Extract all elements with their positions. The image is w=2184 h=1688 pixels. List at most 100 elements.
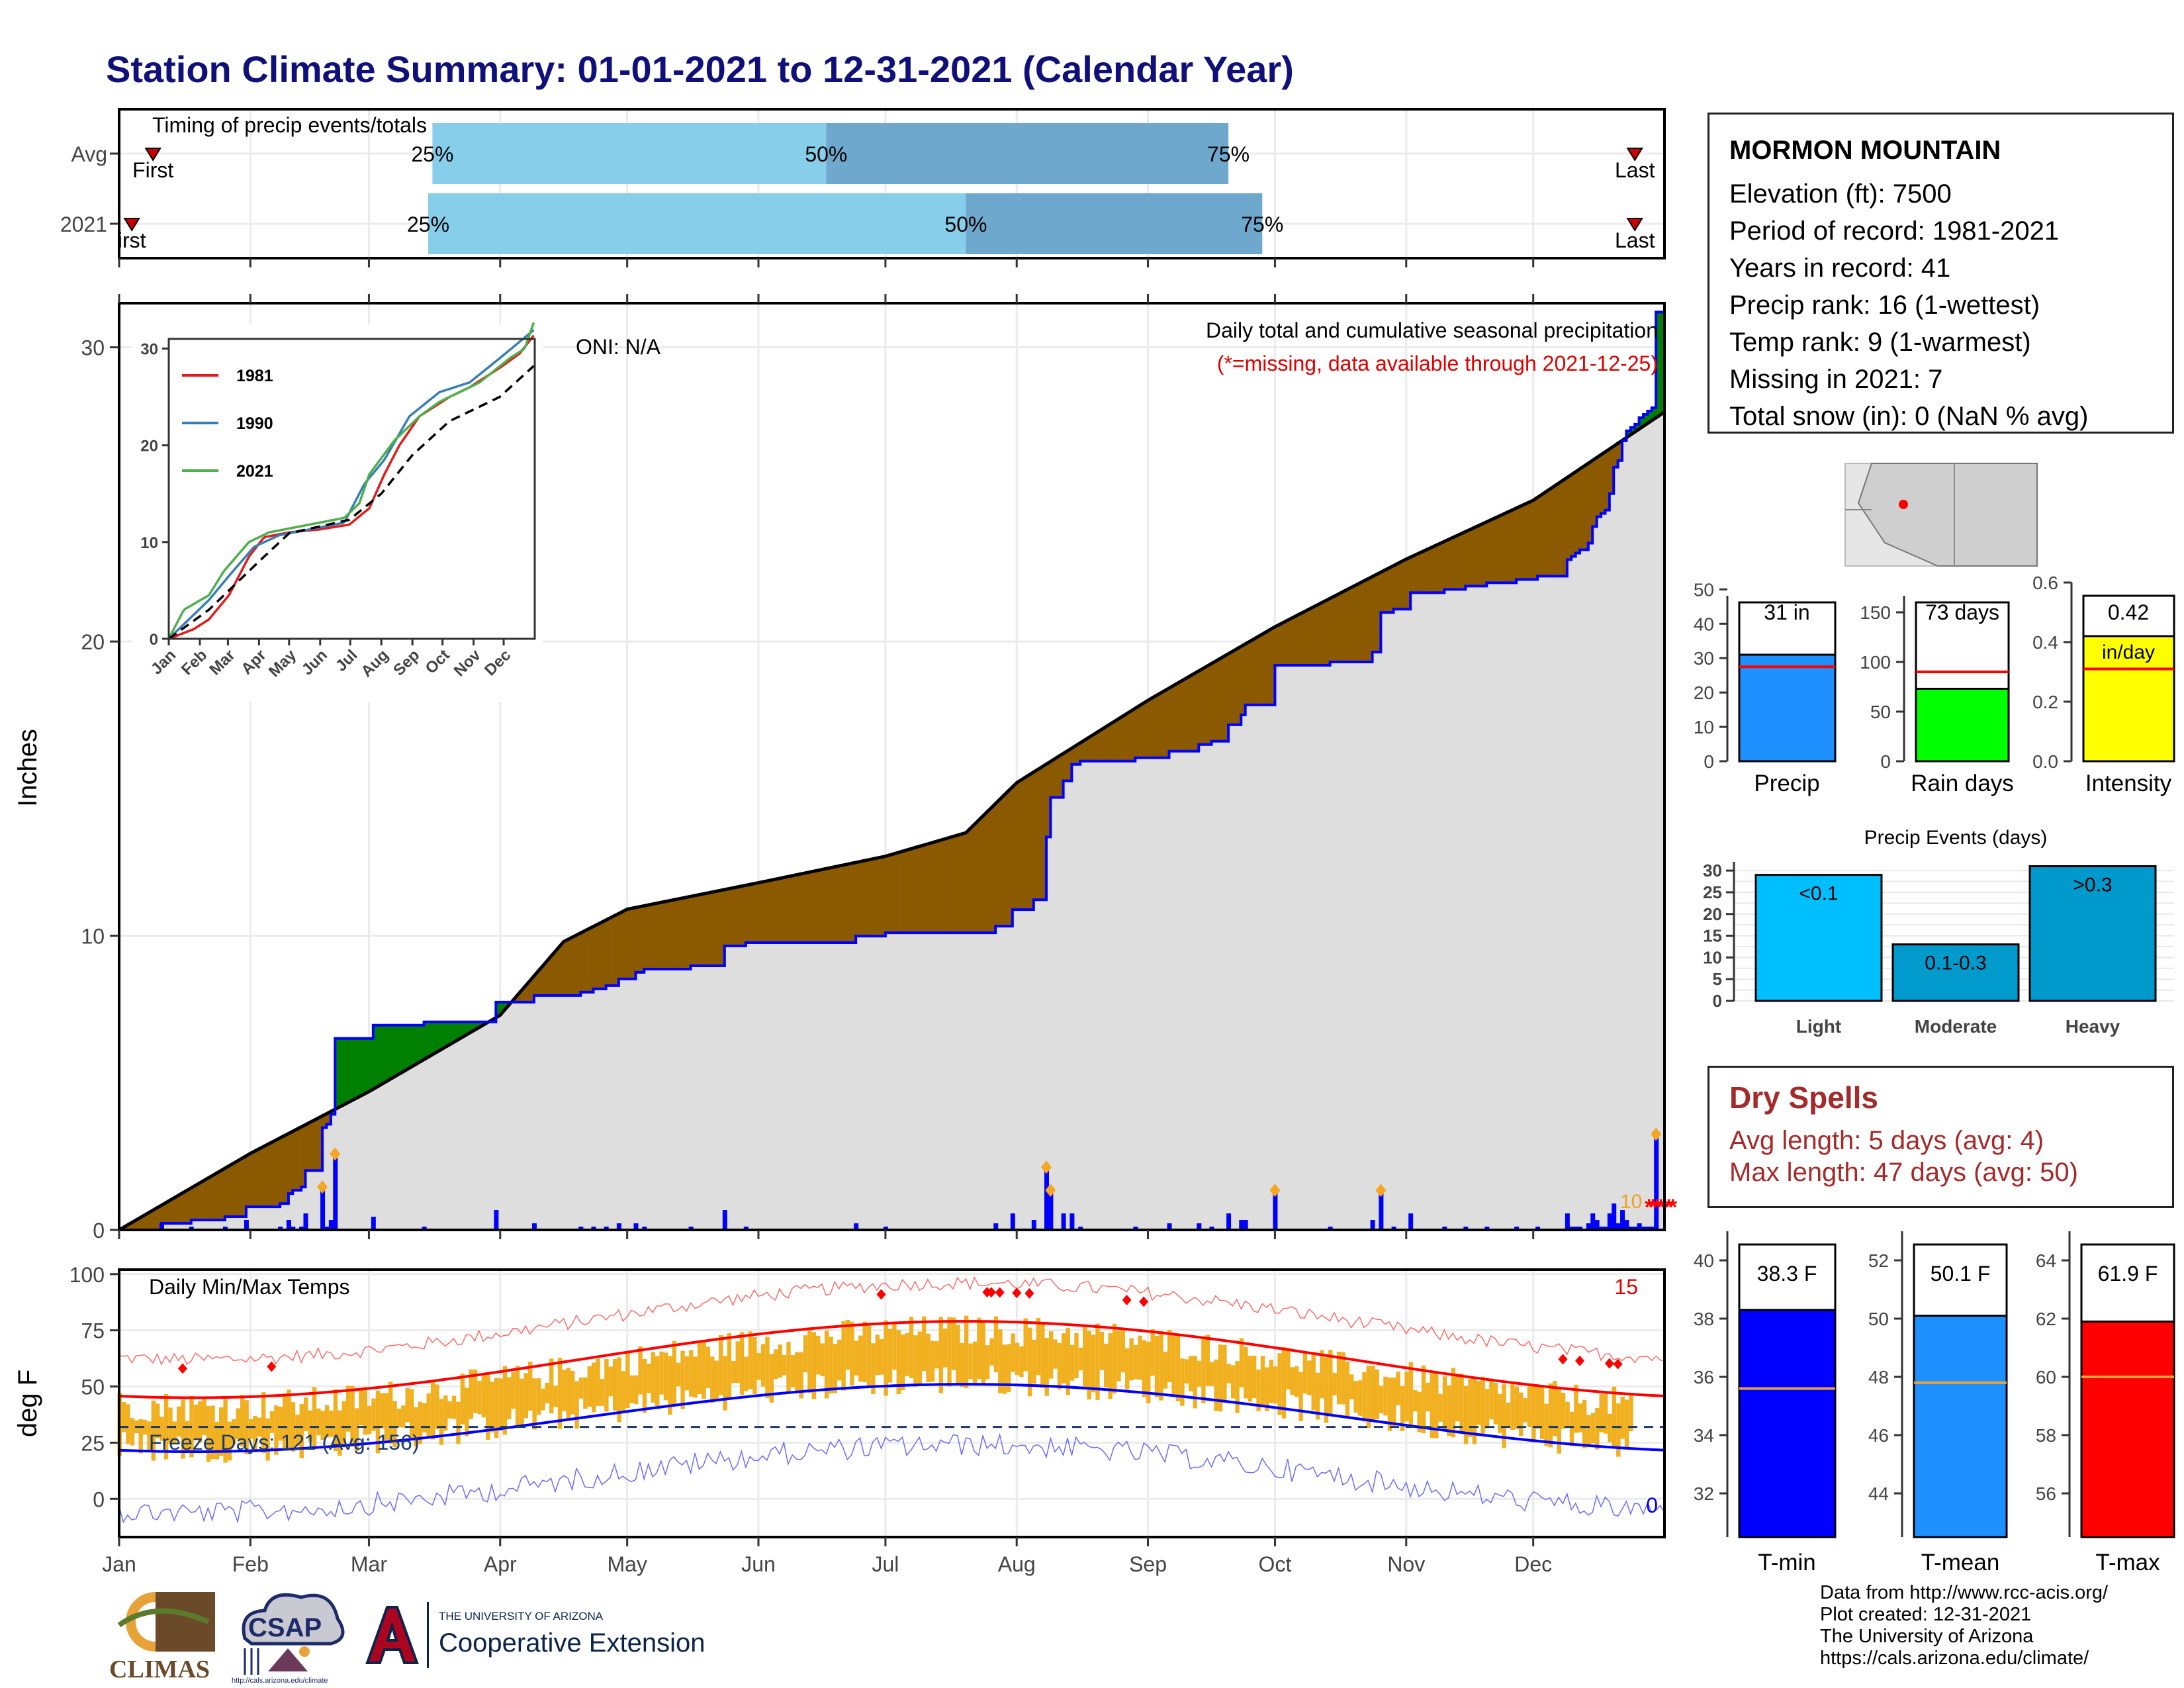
daily-temp-range-bar	[1006, 1344, 1011, 1393]
cumulative-departure-area	[1190, 673, 1195, 751]
record-high-count: 15	[1614, 1275, 1638, 1299]
daily-temp-range-bar	[498, 1378, 503, 1431]
record-high-marker	[1024, 1288, 1034, 1299]
cumulative-departure-area	[1516, 506, 1521, 580]
daily-temp-range-bar	[439, 1399, 444, 1445]
timing-bar-25-50	[432, 123, 827, 184]
daily-temp-range-bar	[807, 1330, 812, 1393]
station-line: Years in record: 41	[1729, 254, 1951, 283]
daily-temp-range-bar	[1383, 1376, 1388, 1416]
cumulative-departure-area	[1596, 454, 1602, 517]
cumulative-departure-area	[1381, 569, 1386, 613]
daily-temp-range-bar	[1074, 1333, 1079, 1379]
precip-summary-y-tick-label: 30	[1694, 648, 1714, 669]
daily-precip-bar	[299, 1227, 304, 1230]
daily-temp-range-bar	[320, 1411, 325, 1440]
cumulative-departure-area	[246, 1153, 251, 1207]
daily-temp-range-bar	[409, 1389, 414, 1438]
cumulative-departure-area	[555, 946, 560, 996]
daily-precip-bar	[1197, 1223, 1202, 1230]
daily-temp-range-bar	[1357, 1380, 1363, 1416]
cumulative-departure-area	[1545, 489, 1551, 577]
daily-temp-range-bar	[1286, 1348, 1291, 1390]
daily-temp-range-bar	[752, 1336, 757, 1395]
cumulative-departure-area	[906, 848, 911, 933]
cumulative-departure-area	[1554, 483, 1559, 577]
csap-cloud-icon	[242, 1593, 345, 1675]
daily-precip-bar	[1243, 1220, 1248, 1230]
cumulative-departure-area	[1321, 600, 1326, 666]
month-label: Mar	[351, 1552, 387, 1576]
cumulative-departure-area	[957, 833, 962, 933]
cumulative-departure-area	[1135, 705, 1140, 758]
cumulative-departure-area	[1584, 463, 1589, 550]
inset-y-tick-label: 0	[150, 631, 158, 649]
daily-precip-bar	[1578, 1227, 1583, 1230]
daily-temp-range-bar	[557, 1358, 563, 1429]
dry-spells-box: Dry Spells Avg length: 5 days (avg: 4) M…	[1707, 1066, 2174, 1208]
daily-temp-range-bar	[909, 1317, 914, 1378]
daily-temp-range-bar	[1265, 1367, 1269, 1411]
cumulative-departure-area	[203, 1178, 208, 1221]
daily-precip-bar	[1328, 1227, 1333, 1230]
daily-temp-range-bar	[850, 1321, 854, 1385]
station-line: Total snow (in): 0 (NaN % avg)	[1729, 402, 2089, 431]
month-label: Oct	[1259, 1552, 1292, 1576]
cumulative-departure-area	[678, 898, 683, 970]
month-label: Sep	[1129, 1552, 1167, 1576]
record-low-line	[118, 1432, 1665, 1524]
daily-temp-range-bar	[1565, 1401, 1570, 1429]
daily-temp-range-bar	[811, 1332, 817, 1399]
precip-summary-value-label: 31 in	[1764, 600, 1809, 624]
cumulative-departure-area	[851, 862, 856, 943]
record-high-marker	[1558, 1354, 1568, 1365]
daily-temp-range-bar	[392, 1401, 397, 1448]
daily-temp-range-bar	[443, 1395, 448, 1431]
temp-y-axis-label: deg F	[13, 1370, 42, 1437]
cumulative-departure-area	[584, 928, 590, 993]
cumulative-departure-area	[1262, 631, 1267, 706]
cumulative-departure-area	[682, 897, 687, 970]
daily-precip-bar	[1167, 1223, 1172, 1230]
dry-spells-title: Dry Spells	[1729, 1080, 1878, 1115]
cumulative-departure-area	[182, 1190, 187, 1224]
cumulative-departure-area	[897, 851, 903, 933]
daily-precip-bar	[743, 1227, 749, 1230]
cumulative-departure-area	[1469, 527, 1475, 586]
cumulative-departure-area	[1367, 576, 1373, 663]
daily-temp-range-bar	[274, 1405, 279, 1455]
missing-data-marker: *	[1645, 1195, 1654, 1220]
raindays-summary-value-bar	[1915, 688, 2010, 763]
cumulative-departure-area	[614, 913, 619, 986]
daily-temp-range-bar	[1307, 1360, 1312, 1395]
precip-annotation-title: Daily total and cumulative seasonal prec…	[1206, 318, 1658, 342]
daily-temp-range-bar	[960, 1342, 964, 1387]
cumulative-departure-area	[648, 904, 653, 970]
csap-url: http://cals.arizona.edu/climate	[232, 1677, 328, 1685]
cumulative-departure-area	[948, 836, 954, 933]
daily-temp-range-bar	[465, 1387, 469, 1436]
daily-temp-range-bar	[1154, 1335, 1160, 1397]
events-y-tick-label: 15	[1703, 926, 1722, 946]
daily-temp-range-bar	[1417, 1391, 1422, 1432]
record-high-marker	[1012, 1288, 1022, 1299]
cumulative-departure-area	[1122, 713, 1127, 761]
cumulative-departure-area	[805, 872, 809, 943]
daily-precip-bar	[616, 1223, 621, 1230]
timing-bar-25-50	[428, 193, 966, 254]
daily-temp-range-bar	[676, 1362, 681, 1387]
cumulative-departure-area	[1054, 755, 1060, 798]
cumulative-departure-area	[1452, 535, 1457, 590]
month-label: Dec	[1514, 1552, 1552, 1576]
credit-line: https://cals.arizona.edu/climate/	[1820, 1648, 2089, 1669]
daily-temp-range-bar	[693, 1356, 698, 1398]
cumulative-departure-area	[1494, 516, 1500, 583]
normal-cumulative-area	[119, 412, 1664, 1230]
tmin-summary-y-tick-label: 32	[1694, 1483, 1714, 1504]
tmin-summary-y-tick-label: 34	[1694, 1425, 1714, 1446]
cumulative-departure-area	[864, 859, 869, 937]
daily-temp-range-bar	[1163, 1352, 1168, 1389]
cumulative-departure-area	[665, 900, 670, 970]
daily-temp-range-bar	[1032, 1340, 1036, 1384]
daily-record-marker	[317, 1180, 328, 1194]
